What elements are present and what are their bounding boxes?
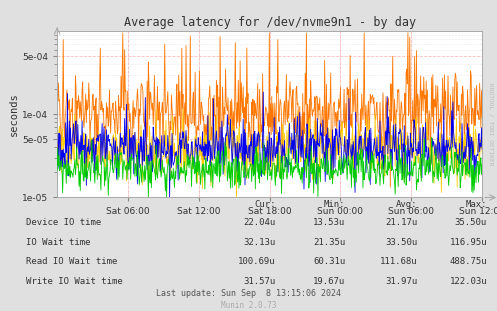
Text: Write IO Wait time: Write IO Wait time bbox=[26, 277, 123, 286]
Text: 116.95u: 116.95u bbox=[449, 238, 487, 247]
Text: 35.50u: 35.50u bbox=[455, 218, 487, 227]
Text: 122.03u: 122.03u bbox=[449, 277, 487, 286]
Text: Last update: Sun Sep  8 13:15:06 2024: Last update: Sun Sep 8 13:15:06 2024 bbox=[156, 289, 341, 298]
Text: 100.69u: 100.69u bbox=[238, 258, 276, 266]
Text: 21.17u: 21.17u bbox=[385, 218, 417, 227]
Text: 19.67u: 19.67u bbox=[313, 277, 345, 286]
Text: Max:: Max: bbox=[466, 200, 487, 209]
Text: 33.50u: 33.50u bbox=[385, 238, 417, 247]
Title: Average latency for /dev/nvme9n1 - by day: Average latency for /dev/nvme9n1 - by da… bbox=[124, 16, 415, 29]
Text: 13.53u: 13.53u bbox=[313, 218, 345, 227]
Text: IO Wait time: IO Wait time bbox=[26, 238, 90, 247]
Text: 488.75u: 488.75u bbox=[449, 258, 487, 266]
Text: Min:: Min: bbox=[324, 200, 345, 209]
Text: Device IO time: Device IO time bbox=[26, 218, 101, 227]
Text: 32.13u: 32.13u bbox=[244, 238, 276, 247]
Text: Avg:: Avg: bbox=[396, 200, 417, 209]
Text: 21.35u: 21.35u bbox=[313, 238, 345, 247]
Text: 22.04u: 22.04u bbox=[244, 218, 276, 227]
Text: Munin 2.0.73: Munin 2.0.73 bbox=[221, 301, 276, 310]
Text: RRDTOOL / TOBI OETIKER: RRDTOOL / TOBI OETIKER bbox=[489, 83, 494, 166]
Text: Read IO Wait time: Read IO Wait time bbox=[26, 258, 117, 266]
Text: 60.31u: 60.31u bbox=[313, 258, 345, 266]
Text: 31.57u: 31.57u bbox=[244, 277, 276, 286]
Text: 31.97u: 31.97u bbox=[385, 277, 417, 286]
Text: Cur:: Cur: bbox=[254, 200, 276, 209]
Y-axis label: seconds: seconds bbox=[9, 92, 19, 136]
Text: 111.68u: 111.68u bbox=[380, 258, 417, 266]
